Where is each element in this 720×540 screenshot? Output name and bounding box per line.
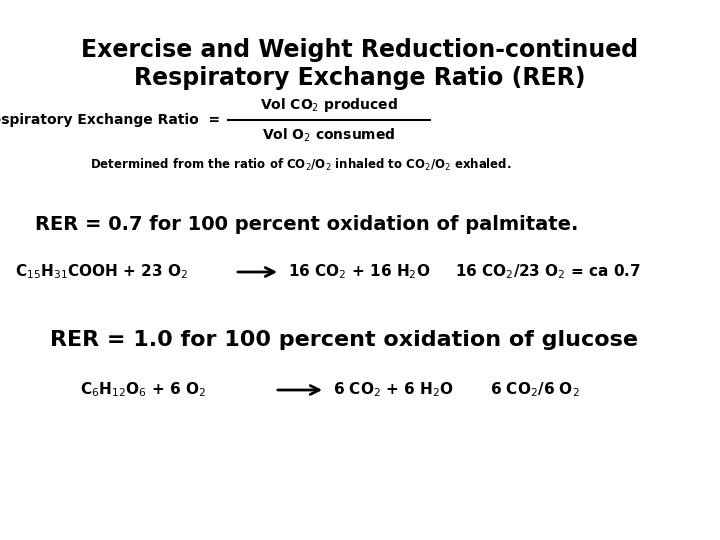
Text: RER = 0.7 for 100 percent oxidation of palmitate.: RER = 0.7 for 100 percent oxidation of p… (35, 215, 578, 234)
Text: Respiratory Exchange Ratio (RER): Respiratory Exchange Ratio (RER) (134, 66, 586, 90)
Text: Vol CO$_2$ produced: Vol CO$_2$ produced (260, 96, 398, 114)
Text: Respiratory Exchange Ratio  =: Respiratory Exchange Ratio = (0, 113, 220, 127)
Text: 6 CO$_2$ + 6 H$_2$O: 6 CO$_2$ + 6 H$_2$O (333, 381, 454, 400)
Text: 16 CO$_2$ + 16 H$_2$O: 16 CO$_2$ + 16 H$_2$O (288, 262, 431, 281)
Text: C$_{15}$H$_{31}$COOH + 23 O$_2$: C$_{15}$H$_{31}$COOH + 23 O$_2$ (15, 262, 188, 281)
Text: Vol O$_2$ consumed: Vol O$_2$ consumed (262, 126, 396, 144)
Text: RER = 1.0 for 100 percent oxidation of glucose: RER = 1.0 for 100 percent oxidation of g… (50, 330, 638, 350)
Text: C$_6$H$_{12}$O$_6$ + 6 O$_2$: C$_6$H$_{12}$O$_6$ + 6 O$_2$ (80, 381, 206, 400)
Text: 16 CO$_2$/23 O$_2$ = ca 0.7: 16 CO$_2$/23 O$_2$ = ca 0.7 (455, 262, 641, 281)
Text: Determined from the ratio of CO$_2$/O$_2$ inhaled to CO$_2$/O$_2$ exhaled.: Determined from the ratio of CO$_2$/O$_2… (90, 157, 512, 173)
Text: Exercise and Weight Reduction-continued: Exercise and Weight Reduction-continued (81, 38, 639, 62)
Text: 6 CO$_2$/6 O$_2$: 6 CO$_2$/6 O$_2$ (490, 381, 580, 400)
